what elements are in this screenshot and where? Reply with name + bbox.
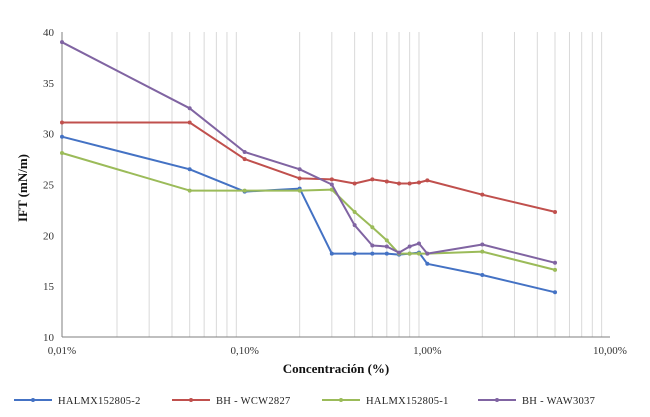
data-point [329, 187, 334, 192]
legend-marker [31, 398, 35, 402]
data-series [60, 40, 558, 295]
legend-marker [495, 398, 499, 402]
data-point [416, 241, 421, 246]
data-point [242, 188, 247, 193]
data-point [370, 243, 375, 248]
data-point [352, 209, 357, 214]
legend-marker [189, 398, 193, 402]
data-point [187, 188, 192, 193]
legend-label: BH - WAW3037 [522, 396, 595, 407]
data-point [480, 192, 485, 197]
data-point [329, 251, 334, 256]
x-tick-label: 10,00% [593, 345, 627, 357]
x-tick-label: 0,10% [230, 345, 258, 357]
y-tick-label: 20 [43, 230, 55, 242]
data-point [384, 238, 389, 243]
y-tick-label: 30 [43, 129, 55, 141]
data-point [553, 260, 558, 265]
legend-label: HALMX152805-1 [366, 396, 449, 407]
legend-item: BH - WCW2827 [172, 396, 291, 407]
legend-label: HALMX152805-2 [58, 396, 141, 407]
data-point [60, 40, 64, 45]
data-point [397, 250, 402, 255]
data-point [352, 251, 357, 256]
data-point [416, 251, 421, 256]
axes [61, 32, 610, 338]
y-tick-label: 10 [43, 332, 55, 344]
data-point [480, 272, 485, 277]
data-point [370, 225, 375, 230]
series-line [61, 41, 556, 264]
x-tick-labels: 0,01% 0,10% 1,00% 10,00% [48, 345, 627, 357]
data-point [242, 149, 247, 154]
legend: HALMX152805-2 BH - WCW2827 HALMX152805-1 BH… [14, 396, 595, 407]
data-point [352, 223, 357, 228]
y-axis-title: IFT (mN/m) [15, 154, 30, 222]
data-point [553, 209, 558, 214]
y-tick-label: 40 [43, 27, 55, 39]
data-point [425, 261, 430, 266]
series-line [62, 121, 556, 213]
data-point [553, 290, 558, 295]
data-point [60, 150, 64, 155]
data-point [425, 178, 430, 183]
data-point [187, 106, 192, 111]
y-tick-label: 15 [43, 281, 55, 293]
data-point [60, 120, 64, 125]
data-point [242, 157, 247, 162]
data-point [553, 267, 558, 272]
data-point [60, 134, 64, 139]
data-point [187, 167, 192, 172]
series-line [61, 135, 556, 294]
data-point [370, 177, 375, 182]
data-point [480, 242, 485, 247]
legend-marker [339, 398, 343, 402]
data-point [352, 181, 357, 186]
x-tick-label: 1,00% [413, 345, 441, 357]
y-tick-label: 35 [43, 78, 55, 90]
data-point [297, 176, 302, 181]
legend-item: HALMX152805-1 [322, 396, 449, 407]
data-point [397, 181, 402, 186]
series-bh-wcw2827 [60, 120, 558, 214]
vertical-gridlines [116, 32, 603, 337]
y-tick-labels: 10 15 20 25 30 35 40 [43, 27, 55, 344]
series-bh-waw3037 [60, 40, 558, 265]
y-tick-label: 25 [43, 180, 55, 192]
data-point [416, 180, 421, 185]
x-tick-label: 0,01% [48, 345, 76, 357]
data-point [187, 120, 192, 125]
data-point [329, 177, 334, 182]
data-point [480, 249, 485, 254]
data-point [297, 188, 302, 193]
data-point [425, 251, 430, 256]
data-point [384, 251, 389, 256]
legend-item: HALMX152805-2 [14, 396, 141, 407]
data-point [384, 244, 389, 249]
legend-item: BH - WAW3037 [478, 396, 595, 407]
data-point [407, 244, 412, 249]
x-axis-title: Concentración (%) [283, 361, 390, 376]
data-point [370, 251, 375, 256]
data-point [329, 182, 334, 187]
data-point [407, 181, 412, 186]
data-point [407, 251, 412, 256]
legend-label: BH - WCW2827 [216, 396, 291, 407]
data-point [384, 179, 389, 184]
data-point [297, 167, 302, 172]
